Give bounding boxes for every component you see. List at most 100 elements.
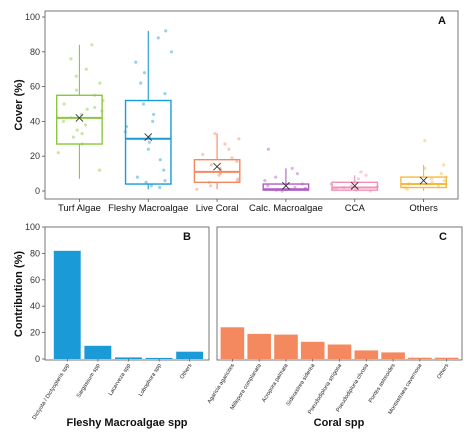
panel-a-point: [430, 177, 434, 181]
panel-a-point: [158, 158, 162, 162]
panel-a-box: [400, 176, 447, 189]
panel-c-x-label: Coral spp: [314, 417, 365, 429]
panel-c-letter: C: [439, 231, 447, 243]
panel-c-bar: [381, 352, 405, 359]
panel-a-point: [84, 67, 88, 71]
panel-a-y-tick-label: 80: [30, 47, 40, 57]
panel-a-y-tick-label: 100: [25, 12, 40, 22]
panel-a-point: [356, 177, 360, 181]
panel-a-points: [56, 29, 448, 193]
panel-a-point: [141, 102, 146, 106]
panel-a-point: [439, 172, 443, 176]
panel-a-boxes: [56, 30, 447, 191]
panel-a-mean-marker: [144, 133, 153, 141]
panel-b-y-tick-label: 40: [30, 301, 40, 311]
panel-a-mean-marker: [281, 181, 290, 190]
panel-a-point: [359, 170, 363, 174]
panel-a-point: [146, 147, 150, 151]
panel-a-point: [144, 180, 148, 184]
panel-a-point: [405, 187, 409, 191]
panel-b-bar: [84, 345, 112, 359]
panel-a-point: [195, 187, 199, 191]
panel-a-category-label: Others: [409, 203, 438, 214]
panel-a-y-label: Cover (%): [13, 79, 25, 131]
panel-a-mean-marker: [419, 176, 428, 185]
panel-a-point: [290, 166, 294, 170]
panel-a-point: [135, 175, 139, 179]
panel-a-point: [75, 128, 79, 132]
panel-a-point: [235, 159, 239, 163]
panel-b-category-label: Others: [179, 363, 193, 381]
panel-a-point: [147, 140, 151, 144]
panel-a-point: [71, 135, 75, 139]
panel-a-point: [236, 177, 240, 181]
panel-a-category-label: CCA: [345, 203, 366, 214]
panel-a-point: [61, 119, 66, 123]
panel-a-category-label: Fleshy Macroalgae: [108, 203, 188, 214]
panel-a-point: [364, 173, 368, 177]
panel-a-mean-marker: [213, 162, 222, 171]
panel-a-mean-marker: [350, 181, 359, 190]
panel-c-bar: [247, 333, 271, 359]
panel-a-point: [213, 132, 217, 136]
panel-c-category-label: Agaricia agaricites: [207, 363, 236, 405]
panel-a-mean-marker: [75, 114, 84, 122]
panel-c-bar: [300, 341, 325, 359]
panel-b-category-label: Lobophora spp: [138, 363, 163, 398]
panel-a-category-label: Live Coral: [196, 203, 239, 214]
panel-b-y-tick-label: 60: [30, 275, 40, 285]
panel-a-y-tick-label: 40: [30, 116, 40, 126]
panel-a-point: [423, 138, 427, 143]
panel-a-point: [74, 74, 78, 78]
panel-a-category-label: Turf Algae: [58, 203, 101, 214]
panel-a-point: [75, 88, 79, 92]
panel-b-bars: [53, 250, 204, 359]
panel-a-point: [201, 152, 205, 157]
panel-a-point: [69, 57, 73, 61]
panel-a-point: [163, 179, 167, 183]
panel-a-point: [235, 179, 239, 183]
panel-c-bar: [434, 357, 459, 359]
panel-b-bar: [176, 351, 204, 359]
panel-b-bar: [145, 357, 173, 359]
panel-b-frame: [44, 226, 210, 361]
panel-a-point: [83, 123, 87, 127]
panel-b-categories: Dictyota / Dictyopteris spp Sargassum spp…: [32, 359, 193, 421]
panel-a-frame: [44, 10, 459, 200]
panel-a-point: [230, 156, 234, 160]
panel-a: 0 20 40 60 80 100 Turf Algae Fleshy Macroalgae…: [13, 10, 459, 214]
panel-b-bar: [115, 357, 142, 359]
panel-a-point: [139, 81, 143, 85]
panel-a-y-tick-label: 0: [35, 186, 40, 196]
panel-b: 0 20 40 60 80 100 Dictyota / Dictyopteris spp…: [13, 222, 210, 429]
panel-c-bar: [354, 350, 379, 359]
panel-a-point: [209, 184, 213, 188]
panel-a-box: [124, 99, 172, 185]
panel-b-y-axis: 0 20 40 60 80 100: [25, 222, 45, 364]
panel-a-point: [85, 107, 89, 111]
panel-a-point: [142, 71, 147, 75]
panel-b-y-tick-label: 80: [30, 248, 40, 258]
panel-a-point: [156, 36, 160, 40]
panel-a-point: [295, 172, 299, 176]
panel-b-category-label: Lacerveza spp: [108, 363, 132, 397]
panel-a-y-tick-label: 20: [30, 151, 40, 161]
panel-a-point: [163, 92, 167, 96]
panel-a-point: [97, 168, 102, 172]
panel-a-point: [158, 185, 162, 190]
panel-c-bar: [408, 357, 432, 359]
panel-b-category-label: Dictyota / Dictyopteris spp: [32, 363, 71, 421]
panel-a-point: [442, 179, 446, 183]
panel-c-bar: [327, 344, 352, 359]
panel-a-point: [152, 112, 156, 116]
panel-a-box: [331, 181, 379, 191]
panel-a-point: [169, 50, 174, 54]
panel-b-category-label: Sargassum spp: [76, 363, 102, 399]
panel-b-y-tick-label: 0: [35, 354, 40, 364]
panel-a-point: [223, 142, 227, 146]
panel-a-category-label: Calc. Macroalgae: [249, 203, 323, 214]
panel-a-point: [151, 119, 155, 123]
